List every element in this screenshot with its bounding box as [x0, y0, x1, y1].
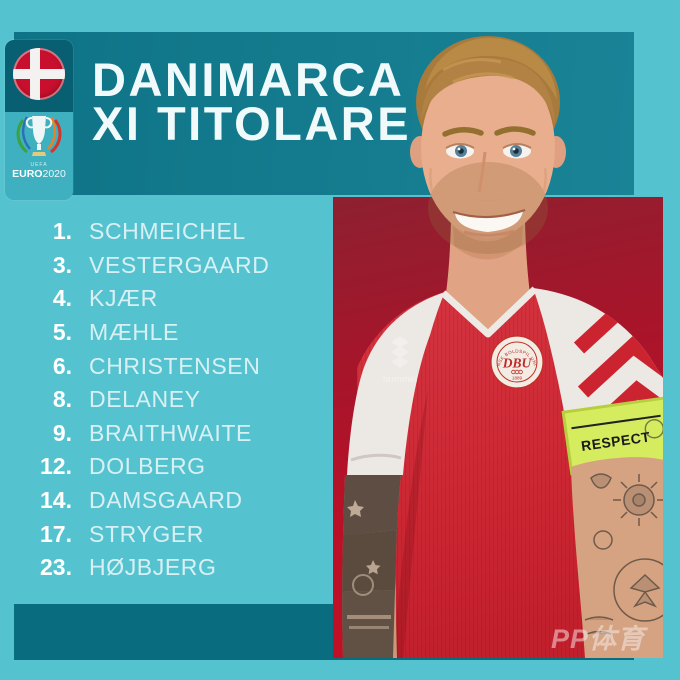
list-item: 14. DAMSGAARD [14, 484, 330, 518]
list-item: 17. STRYGER [14, 517, 330, 551]
player-number: 17. [40, 520, 72, 547]
collar [440, 286, 538, 338]
right-forearm-tattoos [571, 457, 663, 658]
player-name: DAMSGAARD [89, 487, 243, 514]
nose [477, 151, 487, 193]
cheek-lines [429, 167, 547, 196]
tournament-badge: UEFA EURO2020 [5, 40, 73, 200]
euro2020-badge-panel: UEFA EURO2020 [5, 112, 73, 200]
face [421, 58, 555, 254]
eyebrow [494, 126, 536, 136]
player-name: VESTERGAARD [89, 251, 270, 278]
eye [502, 143, 532, 159]
hummel-logo-icon: hummel [383, 336, 418, 384]
player-number: 23. [40, 554, 72, 581]
player-number: 1. [52, 218, 72, 245]
player-name: MÆHLE [89, 319, 179, 346]
left-forearm-tattoos [342, 475, 401, 658]
euro-word-part: EURO [12, 168, 43, 180]
flower-tattoo [623, 484, 655, 516]
player-name: DOLBERG [89, 453, 206, 480]
neck-shadow [453, 224, 523, 260]
euro2020-wordmark: EURO2020 [12, 168, 66, 180]
denmark-flag-icon [13, 48, 65, 100]
list-item: 4. KJÆR [14, 282, 330, 316]
list-item: 8. DELANEY [14, 383, 330, 417]
dbu-crest-icon: DANSK BOLDSPIL UNION DBU 1889 [490, 335, 544, 389]
list-item: 5. MÆHLE [14, 316, 330, 350]
flag-badge-panel [5, 40, 73, 112]
player-number: 5. [52, 319, 72, 346]
euro2020-trophy-icon [16, 116, 62, 156]
player-name: SCHMEICHEL [89, 218, 246, 245]
player-number: 9. [52, 419, 72, 446]
player-number: 12. [40, 453, 72, 480]
captain-armband: RESPECT [561, 396, 663, 476]
list-item: 12. DOLBERG [14, 450, 330, 484]
butterfly-tattoo [613, 558, 663, 622]
euro-year-part: 2020 [42, 168, 66, 180]
player-name: CHRISTENSEN [89, 352, 261, 379]
list-item: 1. SCHMEICHEL [14, 215, 330, 249]
flag-cross-horizontal [13, 69, 65, 79]
player-photo: RESPECT [342, 36, 663, 658]
skull-tattoo [590, 473, 612, 489]
player-name: HØJBJERG [89, 554, 217, 581]
left-sleeve [347, 292, 445, 475]
list-item: 3. VESTERGAARD [14, 249, 330, 283]
list-item: 6. CHRISTENSEN [14, 349, 330, 383]
title-line1: DANIMARCA [92, 53, 405, 106]
crest-dbu-text: DBU [502, 356, 533, 371]
sleeve-cuff [350, 453, 402, 462]
player-number: 4. [52, 285, 72, 312]
pp-sports-watermark: PP体育 [551, 624, 646, 654]
hummel-wordmark: hummel [383, 374, 418, 384]
eye [445, 143, 475, 159]
player-number: 8. [52, 386, 72, 413]
star-tattoo [365, 560, 381, 575]
player-number: 14. [40, 487, 72, 514]
crest-rings-icon [511, 369, 523, 375]
player-name: DELANEY [89, 386, 201, 413]
title-line2: XI TITOLARE [92, 97, 412, 150]
player-number: 3. [52, 251, 72, 278]
player-number: 6. [52, 352, 72, 379]
list-item: 9. BRAITHWAITE [14, 417, 330, 451]
player-list: 1. SCHMEICHEL 3. VESTERGAARD 4. KJÆR 5. MÆHL… [14, 215, 330, 585]
uefa-label: UEFA [30, 162, 48, 168]
list-item: 23. HØJBJERG [14, 551, 330, 585]
stubble-beard [428, 162, 548, 254]
eyebrow [442, 127, 484, 137]
hair-highlight [442, 58, 514, 84]
smile [452, 208, 526, 237]
page-title: DANIMARCA XI TITOLARE [92, 53, 522, 150]
player-name: KJÆR [89, 285, 158, 312]
crest-year-text: 1889 [512, 376, 523, 381]
player-name: BRAITHWAITE [89, 419, 252, 446]
uefa-emblem-icon [644, 418, 663, 439]
star-tattoo [347, 500, 364, 517]
player-name: STRYGER [89, 520, 204, 547]
jersey-shading [393, 390, 428, 658]
hair-fringe [421, 58, 555, 124]
